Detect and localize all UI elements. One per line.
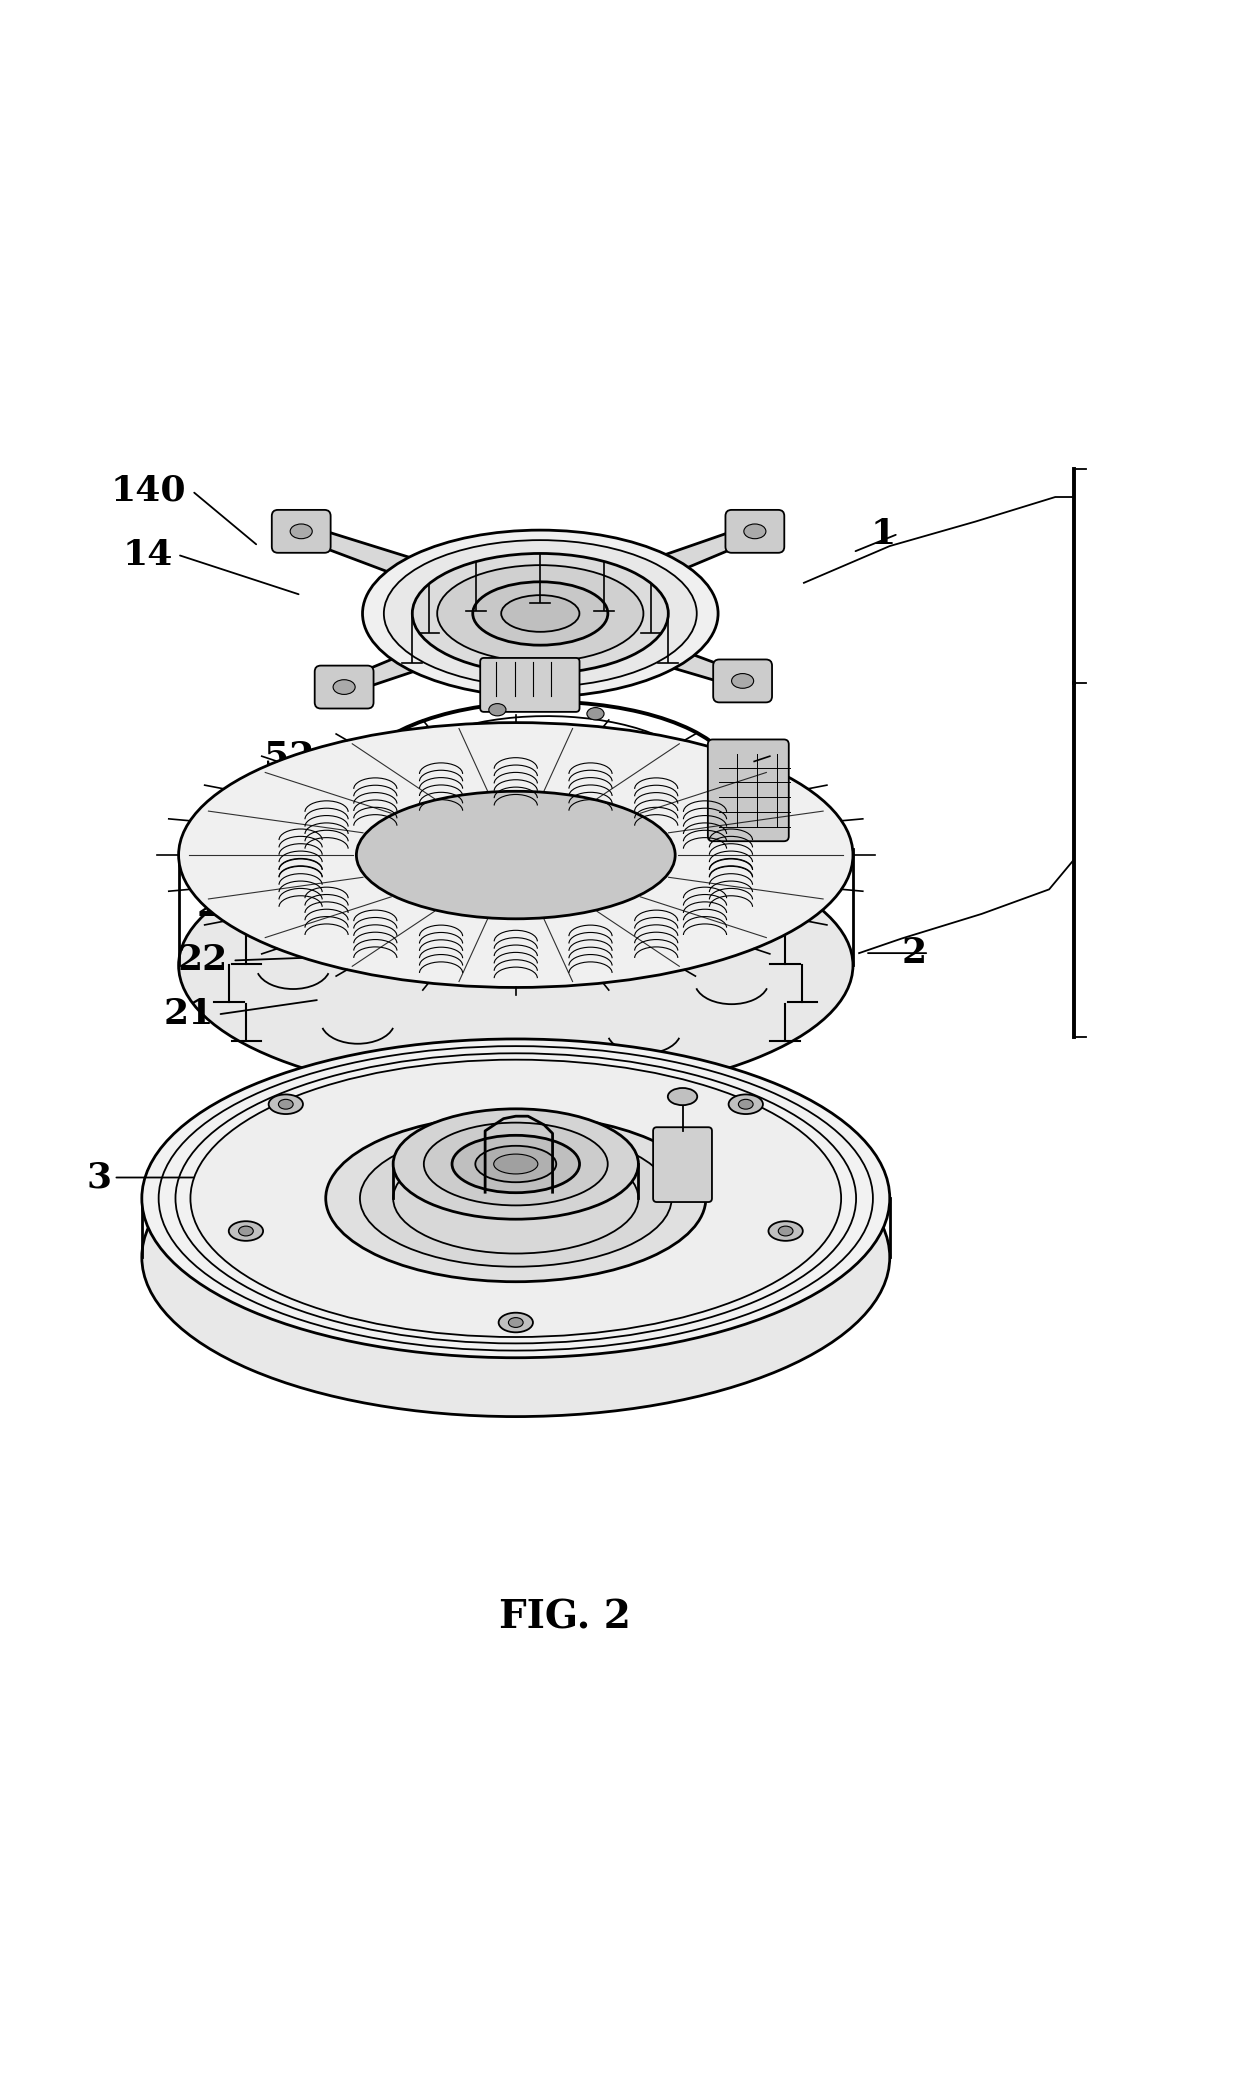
Ellipse shape — [453, 1136, 579, 1192]
Ellipse shape — [290, 524, 312, 539]
Ellipse shape — [360, 1130, 672, 1267]
Text: 3: 3 — [87, 1161, 112, 1194]
Ellipse shape — [668, 1088, 697, 1105]
Text: 52: 52 — [264, 740, 314, 773]
Ellipse shape — [729, 1095, 763, 1113]
FancyBboxPatch shape — [708, 740, 789, 842]
Ellipse shape — [141, 1039, 890, 1358]
Ellipse shape — [412, 553, 668, 674]
Polygon shape — [536, 599, 745, 688]
Ellipse shape — [356, 792, 675, 918]
Ellipse shape — [191, 1059, 841, 1337]
Ellipse shape — [494, 1155, 538, 1173]
Text: 4: 4 — [639, 750, 663, 784]
Text: 140: 140 — [110, 475, 186, 508]
Ellipse shape — [326, 1115, 706, 1281]
Text: 22: 22 — [179, 943, 228, 978]
Ellipse shape — [384, 541, 697, 686]
Ellipse shape — [498, 1312, 533, 1333]
Ellipse shape — [738, 1099, 753, 1109]
Ellipse shape — [472, 583, 608, 645]
Ellipse shape — [238, 1225, 253, 1236]
Ellipse shape — [269, 1095, 303, 1113]
Text: 51: 51 — [742, 779, 792, 815]
Ellipse shape — [587, 707, 604, 719]
Ellipse shape — [362, 531, 718, 697]
Ellipse shape — [475, 1146, 557, 1182]
Ellipse shape — [769, 1221, 802, 1242]
Ellipse shape — [393, 1109, 639, 1219]
Ellipse shape — [356, 792, 675, 918]
Text: 2: 2 — [901, 937, 926, 970]
FancyBboxPatch shape — [272, 510, 331, 553]
Ellipse shape — [438, 566, 644, 661]
Text: 21: 21 — [164, 997, 213, 1032]
Polygon shape — [534, 524, 758, 628]
Polygon shape — [341, 599, 546, 694]
Ellipse shape — [424, 1124, 608, 1204]
FancyBboxPatch shape — [315, 665, 373, 709]
Ellipse shape — [141, 1099, 890, 1416]
Ellipse shape — [179, 723, 853, 987]
Polygon shape — [299, 524, 546, 628]
Text: 23: 23 — [196, 889, 247, 922]
FancyBboxPatch shape — [480, 657, 579, 711]
Ellipse shape — [179, 833, 853, 1099]
FancyBboxPatch shape — [653, 1128, 712, 1202]
Ellipse shape — [334, 680, 355, 694]
Ellipse shape — [744, 524, 766, 539]
Text: FIG. 2: FIG. 2 — [498, 1598, 631, 1638]
FancyBboxPatch shape — [713, 659, 773, 703]
Ellipse shape — [732, 674, 754, 688]
Ellipse shape — [501, 595, 579, 632]
Ellipse shape — [508, 1318, 523, 1327]
Text: 14: 14 — [123, 537, 174, 572]
Ellipse shape — [279, 1099, 293, 1109]
Ellipse shape — [779, 1225, 794, 1236]
Text: 1: 1 — [870, 516, 897, 551]
FancyBboxPatch shape — [725, 510, 784, 553]
Ellipse shape — [228, 1221, 263, 1242]
Ellipse shape — [489, 703, 506, 715]
